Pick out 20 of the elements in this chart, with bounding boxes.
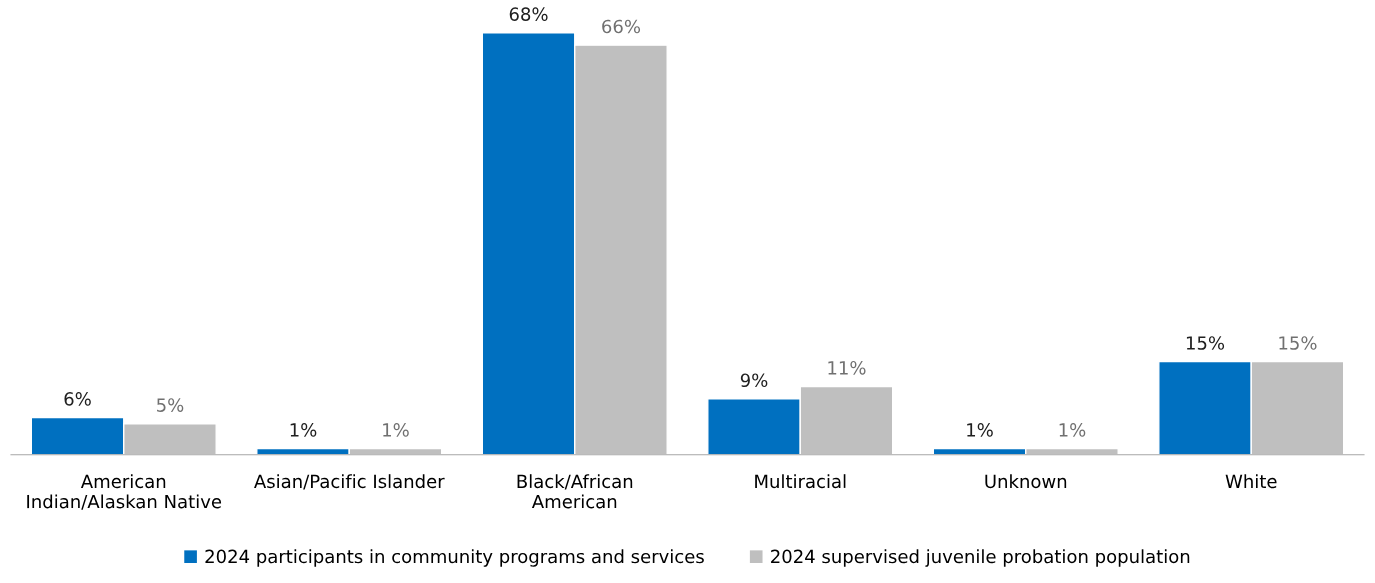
data-label: 9% — [740, 373, 768, 388]
data-label: 1% — [383, 423, 409, 437]
x-tick-label: White — [1225, 474, 1277, 489]
data-label: 15% — [1186, 336, 1225, 350]
x-tick-label: Asian/Pacific Islander — [254, 474, 445, 490]
data-label: 5% — [157, 398, 184, 412]
data-label: 15% — [1279, 336, 1317, 350]
legend-label: 2024 supervised juvenile probation population — [771, 549, 1190, 567]
x-tick-label: Unknown — [985, 474, 1067, 489]
data-label: 6% — [64, 392, 91, 406]
data-label: 1% — [967, 423, 993, 437]
data-label: 66% — [602, 19, 641, 34]
x-tick-label: Multiracial — [755, 474, 846, 489]
data-label: 1% — [1059, 423, 1086, 437]
data-label: 68% — [509, 7, 548, 21]
x-tick-label: Black/African American — [517, 474, 633, 509]
data-label: 1% — [290, 423, 317, 437]
x-tick-label: American Indian/Alaskan Native — [27, 474, 222, 510]
data-label: 11% — [828, 360, 866, 375]
legend-label: 2024 participants in community programs and services — [205, 549, 704, 567]
